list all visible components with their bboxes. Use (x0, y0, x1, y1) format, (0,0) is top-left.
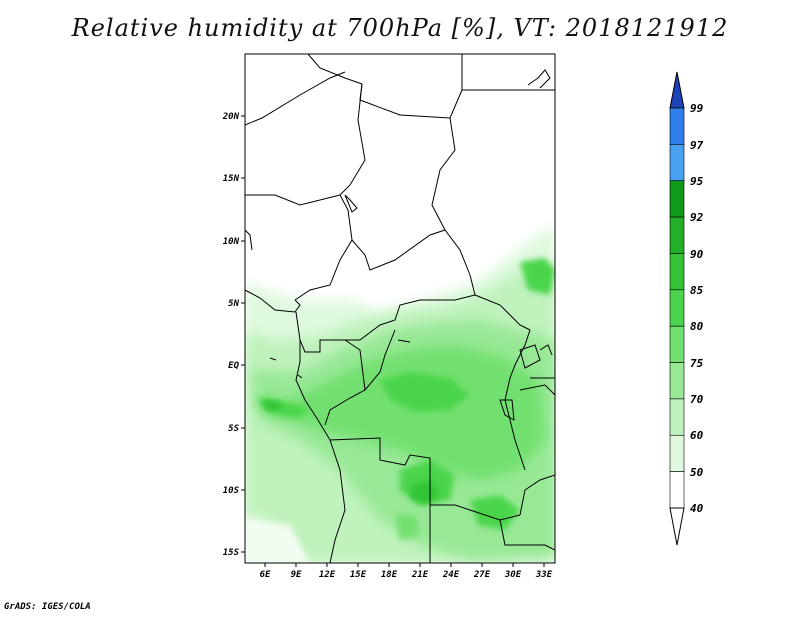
lat-label: 5S (228, 424, 239, 434)
colorbar-label: 95 (690, 175, 704, 188)
colorbar-segment (669, 216, 685, 254)
colorbar-label: 90 (690, 248, 704, 261)
lon-label: 27E (473, 570, 491, 580)
lon-label: 12E (319, 570, 336, 580)
longitude-axis: 6E 9E 12E 15E 18E 21E 24E 27E 30E 33E (260, 563, 553, 580)
footer-credit: GrADS: IGES/COLA (4, 602, 91, 612)
colorbar-label: 75 (690, 357, 704, 370)
colorbar-segment (669, 289, 685, 327)
colorbar-segment (669, 362, 685, 400)
colorbar-label: 60 (690, 429, 704, 442)
colorbar-label: 50 (690, 466, 704, 479)
lat-label: EQ (228, 361, 239, 371)
colorbar: 99 97 95 92 90 85 80 75 70 60 50 40 (669, 71, 704, 546)
lon-label: 33E (535, 570, 553, 580)
lat-label: 5N (228, 299, 239, 309)
lat-label: 15S (223, 548, 240, 558)
lon-label: 18E (381, 570, 398, 580)
colorbar-label: 92 (690, 211, 704, 224)
colorbar-bottom-arrow (669, 507, 685, 546)
colorbar-segment (669, 325, 685, 363)
latitude-axis: 20N 15N 10N 5N EQ 5S 10S 15S (222, 112, 245, 558)
lon-label: 9E (291, 570, 302, 580)
colorbar-label: 80 (690, 320, 704, 333)
lat-label: 20N (222, 112, 240, 122)
colorbar-segment (669, 107, 685, 145)
lat-label: 10S (223, 486, 240, 496)
colorbar-segment (669, 398, 685, 436)
colorbar-segment (669, 144, 685, 182)
map-frame (244, 53, 556, 564)
colorbar-segment (669, 253, 685, 291)
lat-label: 15N (223, 174, 240, 184)
map-title: Relative humidity at 700hPa [%], VT: 201… (71, 14, 729, 42)
lon-label: 15E (350, 570, 367, 580)
lon-label: 6E (260, 570, 271, 580)
colorbar-label: 99 (690, 102, 704, 115)
lon-label: 30E (504, 570, 522, 580)
country-borders (245, 54, 555, 563)
colorbar-label: 40 (690, 502, 704, 515)
colorbar-segment (669, 180, 685, 218)
colorbar-label: 85 (690, 284, 704, 297)
colorbar-segment (669, 471, 685, 509)
humidity-field (245, 54, 555, 563)
lon-label: 21E (411, 570, 429, 580)
colorbar-segment (669, 434, 685, 472)
lat-label: 10N (223, 237, 240, 247)
colorbar-label: 70 (690, 393, 704, 406)
colorbar-top-arrow (669, 71, 685, 109)
colorbar-label: 97 (690, 139, 704, 152)
lon-label: 24E (442, 570, 460, 580)
